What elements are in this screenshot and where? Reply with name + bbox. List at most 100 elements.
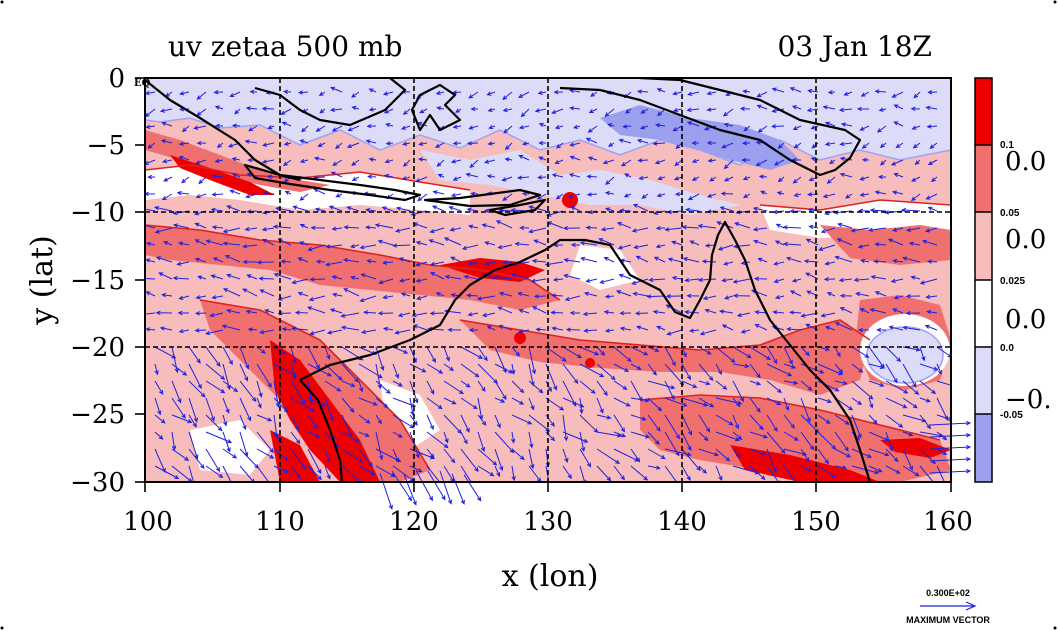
- wind-vector: [590, 91, 598, 97]
- wind-vector: [664, 397, 688, 407]
- wind-vector: [307, 306, 326, 314]
- wind-vector: [498, 324, 513, 331]
- wind-vector: [613, 431, 627, 438]
- wind-vector: [448, 206, 462, 212]
- wind-vector: [502, 193, 513, 201]
- wind-vector: [654, 123, 666, 128]
- wind-vector: [740, 329, 751, 334]
- wind-vector: [810, 125, 819, 130]
- wind-vector: [340, 312, 360, 318]
- wind-vector: [461, 244, 479, 250]
- wind-vector: [701, 259, 717, 264]
- wind-vector: [880, 159, 887, 166]
- wind-vector: [893, 121, 904, 127]
- wind-vector: [752, 227, 768, 232]
- wind-vector: [565, 327, 581, 332]
- wind-vector: [309, 277, 326, 282]
- wind-vector: [205, 448, 221, 473]
- wind-vector: [211, 174, 224, 179]
- wind-vector: [734, 222, 751, 229]
- wind-vector: [484, 261, 496, 266]
- colorbar-swatch: [975, 212, 992, 280]
- wind-vector: [222, 227, 241, 234]
- wind-vector: [732, 244, 751, 249]
- wind-vector: [742, 176, 751, 181]
- wind-vector: [528, 346, 537, 375]
- wind-vector: [259, 289, 275, 297]
- wind-vector: [205, 346, 221, 368]
- wind-vector: [681, 380, 698, 388]
- wind-vector: [211, 225, 224, 230]
- wind-vector: [231, 157, 241, 162]
- wind-vector: [936, 448, 948, 456]
- positive-mid-3: [460, 320, 870, 395]
- wind-vector: [697, 223, 717, 229]
- wind-vector: [261, 142, 275, 147]
- wind-vector: [647, 397, 663, 412]
- colorbar-clipped-label: 0.0: [1005, 305, 1046, 335]
- wind-vector: [494, 414, 501, 429]
- wind-vector: [603, 257, 615, 263]
- wind-vector: [754, 310, 768, 315]
- wind-vector: [498, 291, 513, 297]
- wind-vector: [666, 329, 683, 336]
- wind-vector: [308, 295, 326, 302]
- wind-vector: [154, 431, 164, 440]
- corner-dot: [1053, 0, 1057, 4]
- wind-vector: [625, 108, 632, 114]
- positive-spot: [514, 332, 526, 344]
- wind-vector: [834, 255, 853, 263]
- wind-vector: [341, 465, 362, 482]
- wind-vector: [436, 106, 445, 111]
- wind-vector: [519, 225, 530, 231]
- wind-vector: [497, 244, 513, 250]
- wind-vector: [885, 397, 908, 409]
- wind-vector: [834, 363, 844, 374]
- wind-vector: [188, 414, 197, 428]
- x-tick-label: 130: [523, 507, 573, 537]
- wind-vector: [756, 91, 768, 98]
- wind-vector: [885, 346, 902, 363]
- wind-vector: [800, 363, 825, 374]
- colorbar-clipped-label: 0.0: [1005, 225, 1046, 255]
- wind-vector: [715, 431, 741, 442]
- wind-vector: [851, 414, 862, 439]
- wind-vector: [687, 91, 700, 96]
- wind-vector: [585, 137, 598, 144]
- wind-vector: [723, 159, 734, 170]
- wind-vector: [245, 193, 258, 199]
- wind-vector: [502, 260, 513, 265]
- wind-vector: [494, 448, 504, 472]
- wind-vector: [362, 310, 377, 315]
- wind-vector: [845, 193, 853, 199]
- wind-vector: [307, 414, 319, 430]
- wind-vector: [587, 156, 598, 161]
- wind-vector: [521, 141, 530, 146]
- wind-vector: [741, 157, 750, 163]
- wind-vector: [602, 159, 615, 165]
- wind-vector: [297, 291, 309, 297]
- wind-vector: [910, 106, 921, 112]
- wind-vector: [551, 326, 564, 331]
- wind-vector: [307, 448, 322, 475]
- wind-vector: [605, 207, 615, 212]
- wind-vector: [374, 223, 394, 229]
- wind-vector: [859, 192, 870, 197]
- wind-vector: [343, 225, 360, 230]
- wind-vector: [229, 91, 241, 97]
- wind-vector: [375, 465, 396, 477]
- wind-vector: [518, 308, 530, 314]
- wind-vector: [777, 176, 785, 183]
- wind-vector: [521, 191, 530, 197]
- wind-vector: [176, 261, 190, 266]
- wind-vector: [743, 125, 751, 132]
- wind-vector: [749, 414, 764, 431]
- wind-vector: [531, 258, 547, 264]
- wind-vector: [874, 190, 887, 195]
- wind-vector: [893, 104, 904, 110]
- wind-vector: [443, 397, 457, 405]
- wind-vector: [672, 91, 683, 96]
- wind-vector: [754, 324, 768, 331]
- wind-vector: [885, 380, 909, 394]
- wind-vector: [783, 397, 790, 412]
